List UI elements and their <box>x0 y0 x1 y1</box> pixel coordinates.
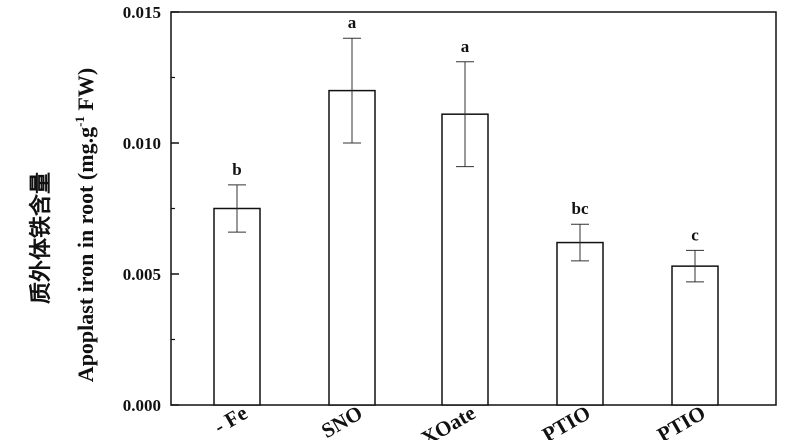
x-axis-category-labels: - Fe SNO XOate PTIO PTIO <box>210 401 710 440</box>
bar <box>556 241 604 406</box>
bar <box>671 265 719 406</box>
y-tick-label: 0.015 <box>123 3 161 22</box>
y-axis-label-prefix: Apoplast iron in root (mg.g <box>73 127 98 382</box>
significance-label: a <box>348 13 357 32</box>
x-tick-label: SNO <box>317 401 366 440</box>
bar <box>213 207 261 406</box>
y-axis-label-superscript: -1 <box>72 116 87 127</box>
y-axis-label-english: Apoplast iron in root (mg.g-1 FW) <box>72 68 98 382</box>
significance-label: c <box>691 225 699 244</box>
y-tick-label: 0.000 <box>123 396 161 415</box>
x-tick-label: PTIO <box>653 401 709 440</box>
x-tick-label: XOate <box>417 401 480 440</box>
y-tick-label: 0.005 <box>123 265 161 284</box>
y-axis-label: 质外体铁含量 Apoplast iron in root (mg.g-1 FW) <box>28 68 98 382</box>
x-tick-label: PTIO <box>538 401 594 440</box>
y-axis-ticks: 0.000 0.005 0.010 0.015 <box>123 3 179 415</box>
significance-label: bc <box>572 199 589 218</box>
bars <box>213 89 719 406</box>
y-axis-label-suffix: FW) <box>73 68 98 116</box>
significance-labels: b a a bc c <box>232 13 699 244</box>
y-tick-label: 0.010 <box>123 134 161 153</box>
x-tick-label: - Fe <box>210 401 252 439</box>
y-axis-label-chinese: 质外体铁含量 <box>28 172 54 304</box>
significance-label: b <box>232 160 241 179</box>
significance-label: a <box>461 37 470 56</box>
error-bars <box>228 37 704 283</box>
